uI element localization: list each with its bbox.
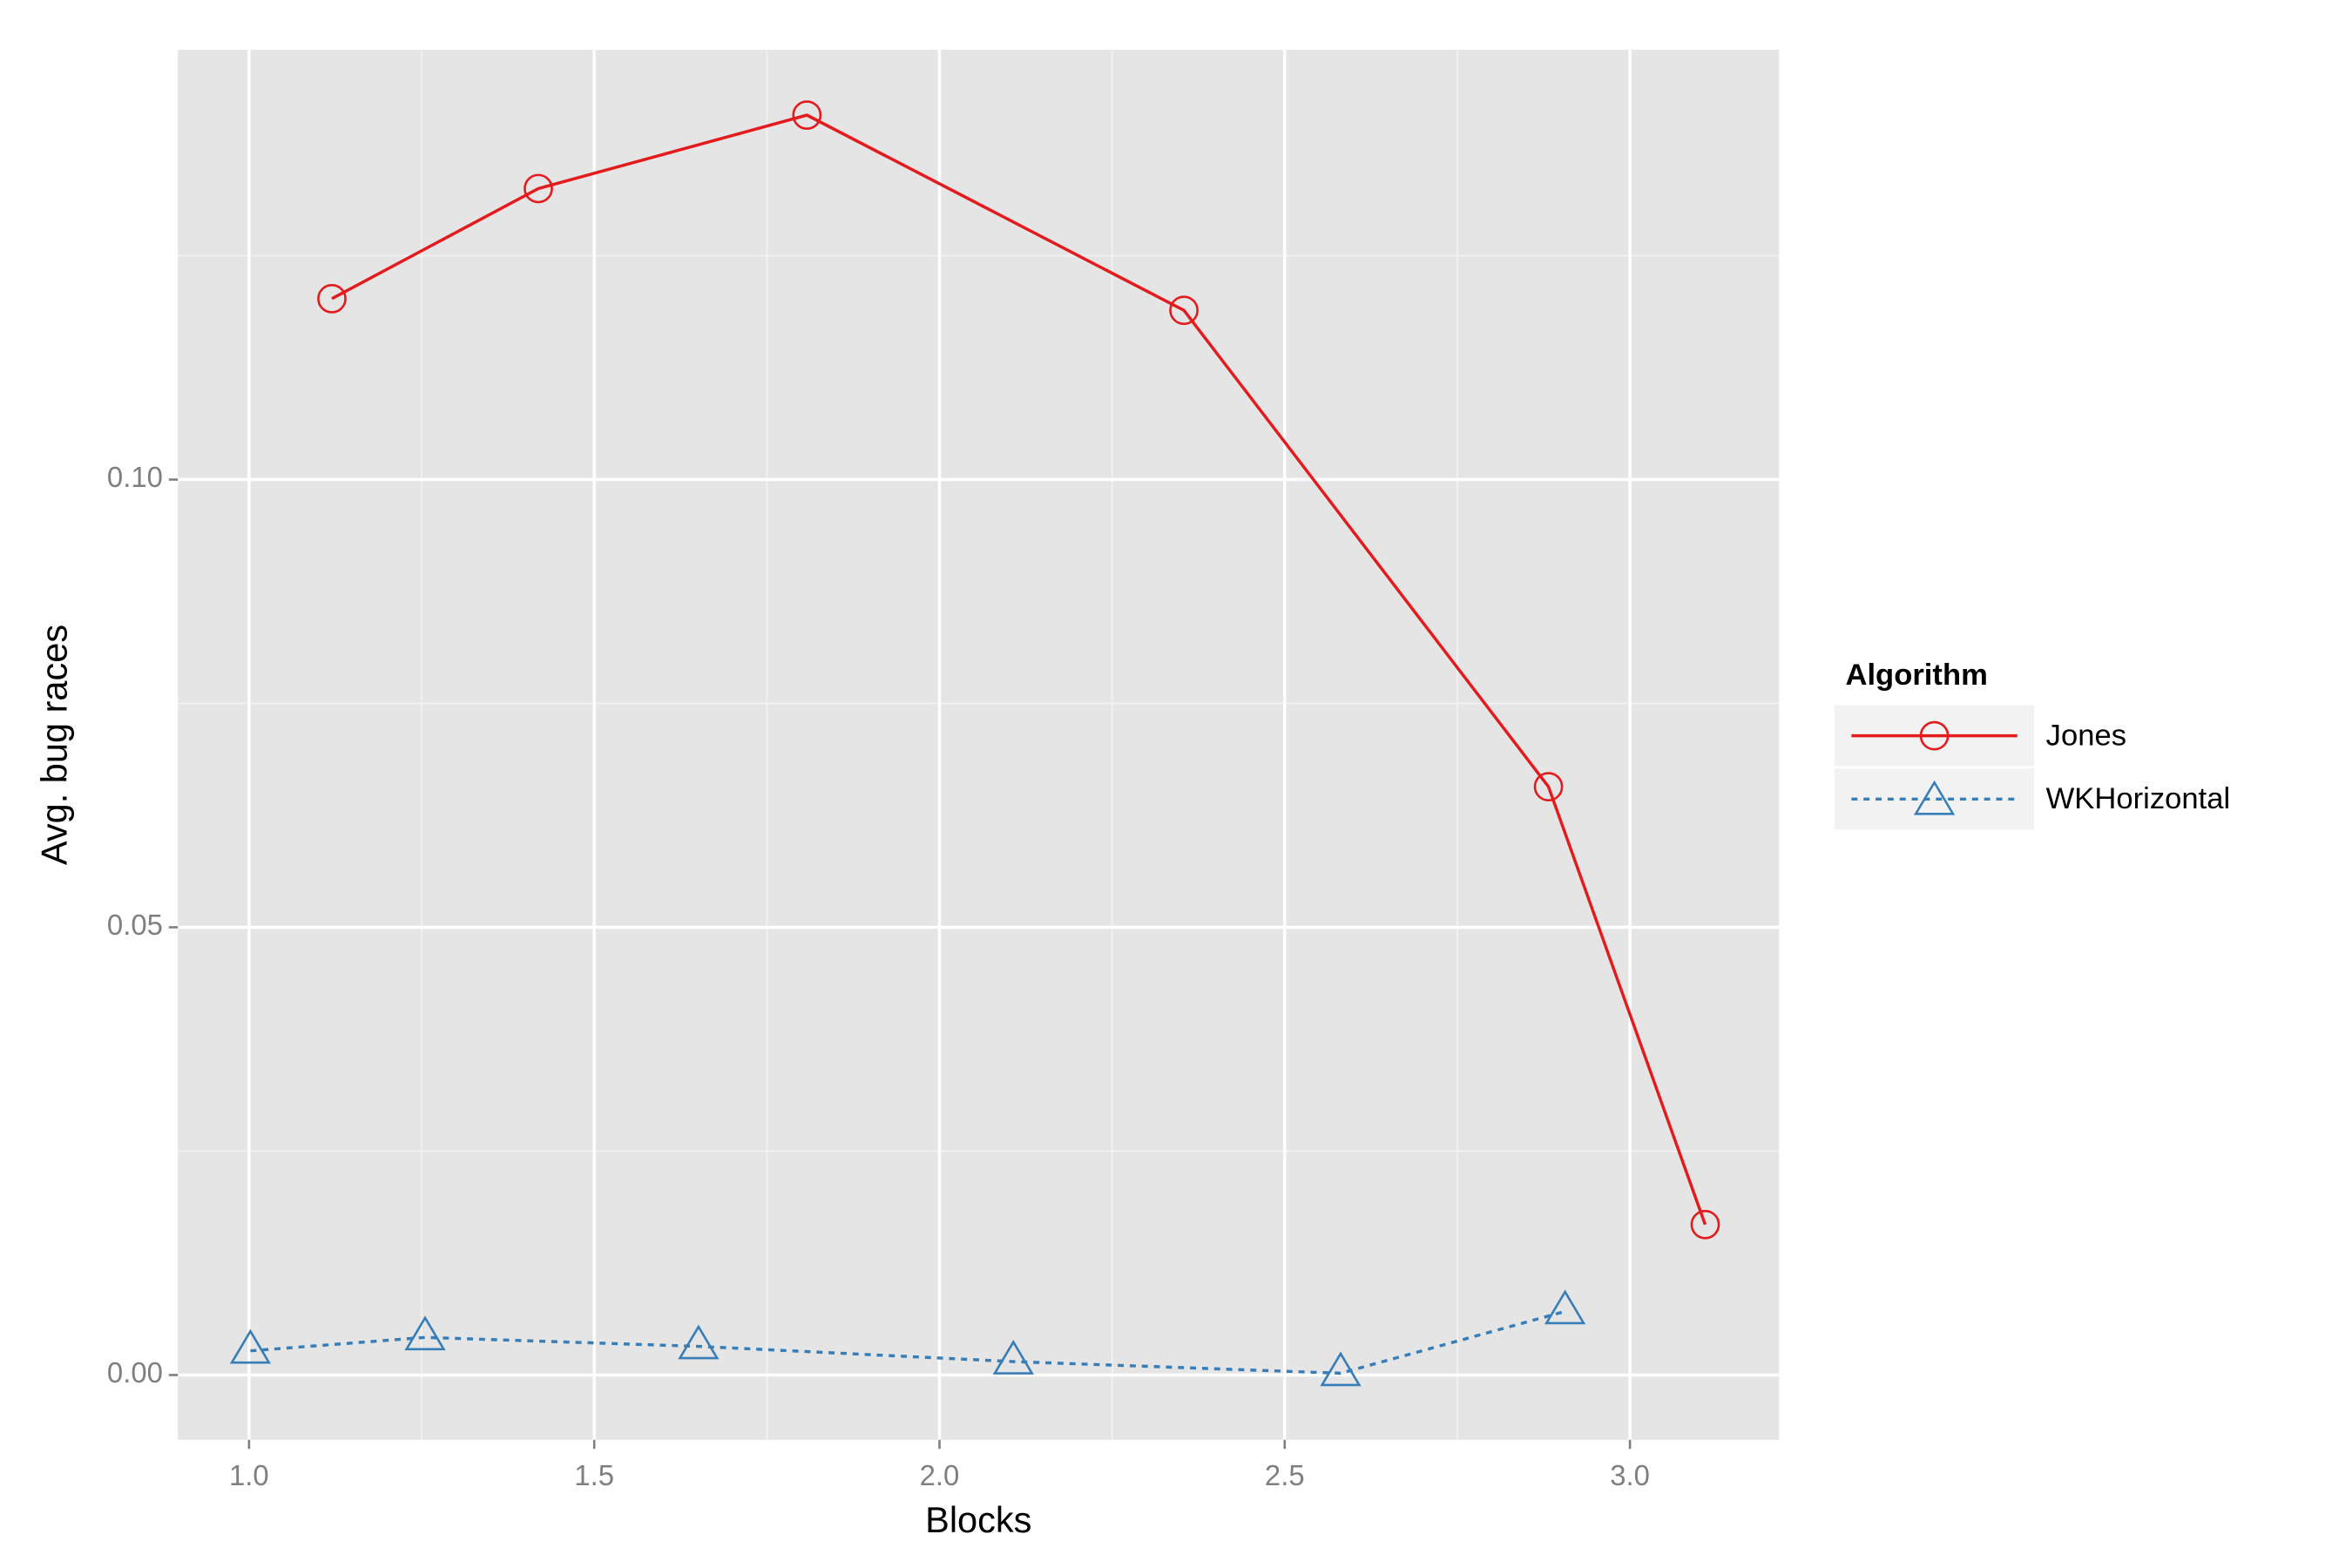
legend-label: WKHorizontal — [2046, 782, 2231, 815]
x-tick-label: 2.5 — [1265, 1459, 1305, 1491]
data-point — [1169, 295, 1199, 326]
x-axis-title: Blocks — [925, 1499, 1031, 1540]
x-tick-label: 1.0 — [229, 1459, 269, 1491]
y-tick-label: 0.00 — [107, 1356, 163, 1389]
y-tick-label: 0.05 — [107, 909, 163, 941]
x-tick-label: 1.5 — [574, 1459, 614, 1491]
series-line — [250, 1309, 1566, 1375]
legend-label: Jones — [2046, 719, 2126, 752]
data-point — [524, 173, 553, 204]
data-point — [1690, 1209, 1720, 1240]
data-point — [792, 100, 822, 131]
legend-marker — [1919, 720, 1950, 751]
y-tick-label: 0.10 — [107, 461, 163, 493]
data-point — [1320, 1351, 1362, 1387]
series-line — [331, 113, 1707, 1226]
x-tick-label: 2.0 — [920, 1459, 960, 1491]
legend-marker — [1913, 780, 1956, 815]
x-tick-label: 3.0 — [1610, 1459, 1650, 1491]
data-point — [678, 1324, 720, 1360]
data-point — [1533, 772, 1564, 801]
data-point — [1544, 1289, 1586, 1325]
data-point — [404, 1315, 446, 1351]
data-point — [992, 1340, 1034, 1375]
data-point — [229, 1328, 272, 1364]
plot-panel — [178, 50, 1780, 1440]
data-point — [317, 284, 347, 314]
y-axis-title: Avg. bug races — [34, 625, 75, 865]
legend-title: Algorithm — [1845, 659, 1987, 692]
